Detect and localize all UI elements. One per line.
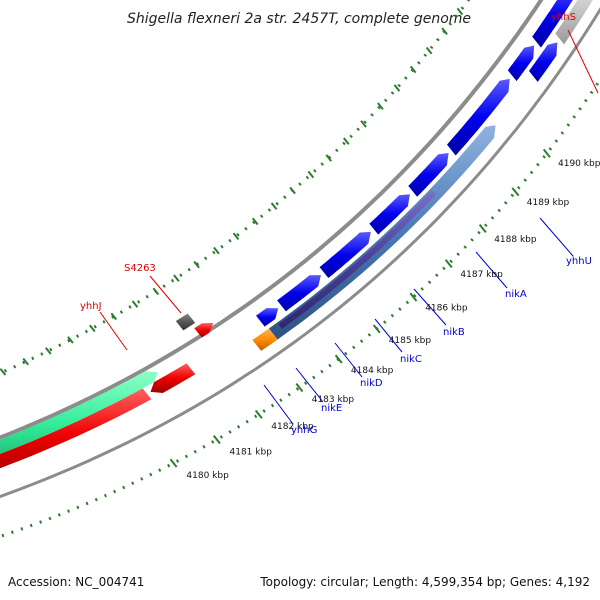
minor-tick-mark (342, 137, 350, 145)
scale-tick-mark (444, 259, 453, 269)
cds-nikB-forward (408, 153, 449, 197)
gene-label-nikA: nikA (505, 289, 527, 300)
cds-upper-forward (532, 0, 573, 48)
leader-yhhS (567, 29, 599, 94)
minor-tick-mark (152, 287, 160, 296)
minor-tick-mark (307, 170, 315, 179)
cds-yhhU-forward (507, 45, 535, 82)
tick-ring-outer (0, 0, 471, 375)
scale-tick-label: 4188 kbp (494, 235, 537, 245)
cds-red-reverse (150, 363, 196, 393)
gene-label-nikE: nikE (321, 403, 342, 414)
cds-nikE-forward (277, 275, 321, 312)
leader-yhhJ (99, 311, 128, 351)
minor-tick-mark (377, 102, 384, 110)
scale-tick-mark (169, 458, 178, 468)
leader-yhhU (539, 217, 574, 257)
gene-label-yhhS: yhhS (551, 12, 576, 23)
backbone-inner (0, 7, 600, 499)
feature-yhhG-orange (252, 328, 278, 351)
minor-tick-mark (409, 65, 417, 74)
feature-gray (555, 0, 593, 45)
backbone-outer (0, 0, 544, 440)
minor-tick-mark (289, 186, 296, 195)
scale-tick-label: 4182 kbp (271, 422, 314, 432)
minor-tick-mark (232, 232, 240, 240)
scale-tick-label: 4180 kbp (186, 471, 229, 481)
minor-tick-mark (251, 217, 259, 226)
minor-tick-mark (393, 84, 401, 92)
gene-label-nikC: nikC (400, 354, 422, 365)
scale-tick-label: 4185 kbp (389, 336, 432, 346)
scale-tick-mark (334, 354, 343, 364)
leader-nikC (374, 318, 403, 353)
gene-label-nikD: nikD (360, 378, 383, 389)
backbone-ring (0, 0, 600, 499)
scale-tick-label: 4190 kbp (558, 159, 600, 169)
leader-yhhG (263, 384, 294, 425)
feature-track (0, 0, 593, 469)
cds-nikC-forward (369, 194, 410, 235)
feature-S4263-dark (175, 313, 196, 331)
minor-tick-mark (44, 347, 52, 355)
gene-label-yhhG: yhhG (291, 425, 317, 436)
minor-tick-mark (213, 246, 220, 255)
scale-tick-mark (295, 383, 304, 393)
cds-small-forward (256, 308, 279, 327)
minor-tick-mark (193, 260, 200, 269)
topology-summary: Topology: circular; Length: 4,599,354 bp… (259, 575, 590, 589)
gene-label-yhhU: yhhU (566, 256, 592, 267)
minor-tick-mark (425, 46, 433, 55)
minor-tick-mark (360, 120, 367, 128)
cds-yhhU-lower (529, 42, 558, 82)
cds-S4263-red (194, 323, 214, 338)
scale-tick-label: 4183 kbp (312, 395, 355, 405)
leader-nikA (475, 251, 508, 289)
accession-text: Accession: NC_004741 (8, 575, 144, 589)
scale-tick-label: 4189 kbp (527, 198, 570, 208)
label-leaders (99, 29, 599, 425)
leader-S4263 (149, 275, 182, 314)
scale-tick-mark (254, 409, 263, 419)
map-title: Shigella flexneri 2a str. 2457T, complet… (127, 11, 471, 27)
minor-tick-mark (173, 274, 180, 282)
scale-tick-mark (409, 292, 418, 302)
operon-nik-purple (278, 189, 436, 329)
operon-nik-steel (268, 125, 496, 340)
scale-tick-mark (372, 324, 381, 334)
minor-tick-mark (89, 324, 96, 333)
minor-tick-mark (0, 368, 7, 376)
minor-tick-mark (22, 357, 30, 366)
cds-nikA-forward (447, 78, 510, 156)
minor-tick-mark (67, 336, 74, 344)
cds-nikD-forward (319, 231, 371, 278)
tick-ring: 4180 kbp 4181 kbp 4182 kbp 4183 kbp 4184 kbp… (0, 0, 600, 539)
scale-tick-mark (542, 148, 551, 158)
leader-nikB (413, 288, 447, 326)
tick-ring-inner (0, 77, 600, 539)
minor-tick-mark (270, 202, 278, 210)
minor-tick-mark (325, 154, 333, 162)
feature-teal (0, 371, 158, 454)
scale-tick-mark (478, 223, 487, 234)
leader-nikD (334, 342, 363, 378)
scale-tick-label: 4187 kbp (460, 270, 503, 280)
minor-tick-mark (131, 300, 139, 308)
scale-tick-mark (511, 187, 520, 197)
minor-tick-mark (441, 27, 448, 35)
gene-label-nikB: nikB (443, 327, 465, 338)
minor-tick-mark (110, 312, 118, 321)
leader-nikE (295, 367, 324, 403)
minor-tick-mark (456, 7, 464, 16)
scale-tick-label: 4186 kbp (425, 304, 468, 314)
gene-label-S4263: S4263 (124, 263, 156, 274)
scale-tick-label: 4184 kbp (351, 366, 394, 376)
cds-yhhJ-reverse (0, 388, 152, 469)
gene-label-yhhJ: yhhJ (80, 301, 102, 312)
scale-tick-mark (212, 435, 221, 445)
scale-tick-label: 4181 kbp (230, 447, 273, 457)
